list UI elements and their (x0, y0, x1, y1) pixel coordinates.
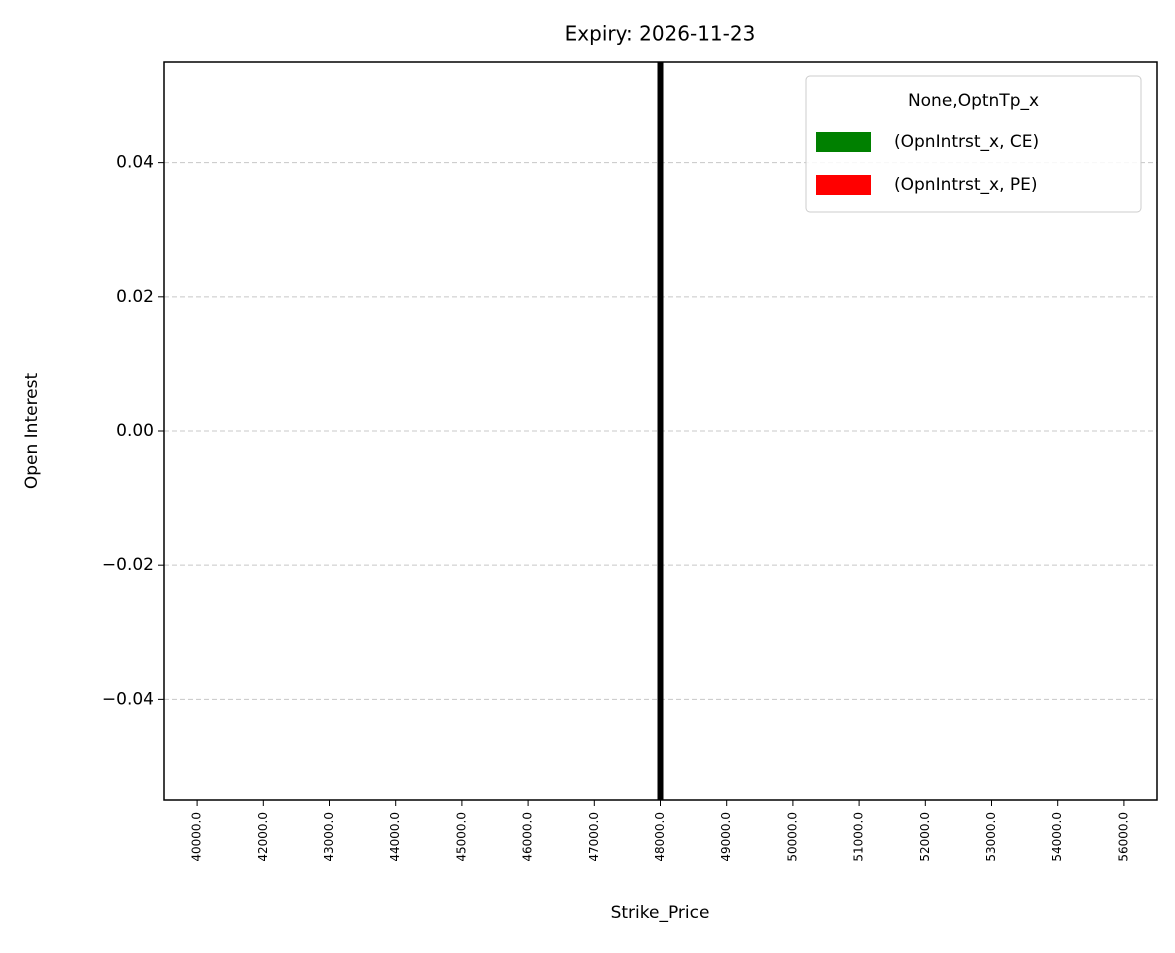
y-tick-label: 0.02 (116, 287, 154, 307)
legend-title: None,OptnTp_x (908, 91, 1039, 111)
y-tick-label: 0.04 (116, 153, 154, 173)
legend-swatch (816, 132, 871, 152)
x-tick-label: 47000.0 (587, 812, 601, 862)
x-tick-label: 46000.0 (521, 812, 535, 862)
y-tick-label: 0.00 (116, 421, 154, 441)
x-tick-label: 44000.0 (388, 812, 402, 862)
x-tick-label: 40000.0 (190, 812, 204, 862)
x-tick-label: 52000.0 (918, 812, 932, 862)
x-tick-label: 54000.0 (1050, 812, 1064, 862)
x-tick-label: 50000.0 (785, 812, 799, 862)
legend-box (805, 75, 1142, 213)
x-tick-label: 56000.0 (1116, 812, 1130, 862)
y-tick-label: −0.02 (102, 555, 154, 575)
y-axis-label: Open Interest (22, 373, 42, 490)
x-tick-label: 45000.0 (454, 812, 468, 862)
plot-frame (163, 61, 1158, 801)
chart-title: Expiry: 2026-11-23 (565, 22, 756, 46)
x-tick-label: 49000.0 (719, 812, 733, 862)
x-tick-label: 43000.0 (322, 812, 336, 862)
y-tick-label: −0.04 (102, 689, 154, 709)
legend-label: (OpnIntrst_x, CE) (894, 132, 1039, 152)
x-tick-label: 51000.0 (852, 812, 866, 862)
x-tick-label: 42000.0 (256, 812, 270, 862)
x-axis-label: Strike_Price (611, 903, 710, 923)
legend-swatch (816, 175, 871, 195)
x-tick-label: 53000.0 (984, 812, 998, 862)
legend-label: (OpnIntrst_x, PE) (894, 175, 1038, 195)
x-tick-label: 48000.0 (653, 812, 667, 862)
